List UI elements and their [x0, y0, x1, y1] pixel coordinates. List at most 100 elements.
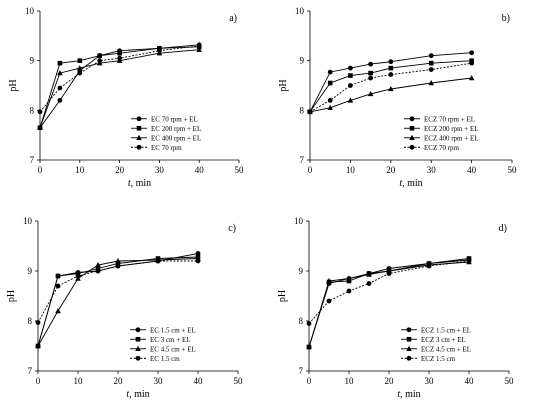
data-point	[406, 327, 412, 333]
x-axis-label: t, min	[128, 178, 151, 189]
data-point	[135, 355, 141, 361]
legend-label: EC 70 rpm + EL	[151, 115, 198, 123]
data-point	[348, 83, 353, 88]
x-tick-label: 20	[115, 165, 125, 175]
data-point	[409, 116, 415, 122]
x-tick-label: 50	[505, 376, 515, 386]
x-tick-label: 10	[345, 376, 355, 386]
data-point	[77, 58, 83, 63]
data-point	[426, 263, 432, 269]
data-point	[368, 61, 373, 67]
data-point	[117, 55, 122, 61]
data-point	[406, 355, 412, 361]
legend-item: EC 400 rpm + EL	[131, 134, 201, 142]
legend-item: ECZ 4.5 cm + EL	[401, 345, 471, 353]
data-point	[136, 144, 142, 150]
data-point	[57, 85, 63, 91]
legend-label: EC 400 rpm + EL	[151, 134, 201, 142]
legend-label: EC 70 rpm	[151, 144, 182, 152]
data-point	[195, 258, 201, 264]
data-point	[409, 134, 415, 140]
y-tick-label: 7	[299, 366, 304, 376]
data-point	[115, 261, 121, 266]
series-4	[37, 43, 202, 115]
data-point	[57, 70, 63, 76]
panel-letter: c)	[228, 223, 236, 234]
data-point	[326, 298, 332, 304]
x-tick-label: 0	[307, 376, 312, 386]
data-point	[77, 70, 83, 76]
data-point	[468, 75, 475, 81]
series-3	[307, 75, 475, 115]
legend-label: ECZ 70 rpm + EL	[424, 115, 475, 123]
legend-item: ECZ 70 rpm + EL	[404, 115, 475, 123]
y-tick-label: 9	[299, 266, 304, 276]
series-4	[35, 258, 201, 325]
x-axis-label-variable: t	[399, 178, 402, 189]
legend-label: ECZ 70 rpm	[424, 144, 460, 152]
data-point	[409, 144, 415, 150]
x-tick-label: 20	[114, 376, 124, 386]
data-point	[346, 278, 352, 284]
data-point	[37, 124, 43, 130]
legend-item: ECZ 1.5 cm + EL	[401, 326, 471, 334]
x-tick-label: 0	[308, 165, 313, 175]
y-tick-label: 9	[28, 266, 33, 276]
data-point	[469, 58, 474, 63]
y-tick-label: 10	[295, 6, 305, 16]
data-point	[466, 256, 472, 261]
data-point	[117, 50, 122, 56]
legend-item: EC 70 rpm + EL	[131, 115, 198, 123]
x-axis-label-variable: t	[128, 178, 131, 189]
data-point	[136, 116, 142, 122]
series-3	[35, 255, 201, 349]
data-point	[367, 90, 374, 97]
x-axis-label-unit: , min	[129, 389, 150, 400]
series-line	[39, 45, 200, 113]
data-point	[135, 336, 141, 342]
x-tick-label: 20	[386, 165, 396, 175]
data-point	[306, 321, 312, 326]
data-point	[326, 278, 332, 284]
y-tick-label: 8	[30, 105, 35, 115]
data-point	[196, 43, 202, 49]
data-point	[428, 67, 434, 73]
data-point	[306, 344, 312, 350]
panel-letter: b)	[502, 13, 510, 24]
data-point	[55, 283, 61, 289]
x-tick-label: 10	[346, 165, 356, 175]
chart-panel-3: 0 10 20 30 40 50 7 8 9 10 t, min pH c) EC 1.5 cm + EL…	[6, 216, 243, 400]
legend-label: EC 1.5 cm + EL	[150, 326, 196, 334]
series-4	[306, 258, 472, 326]
data-point	[348, 73, 353, 78]
data-point	[368, 70, 373, 76]
data-point	[348, 65, 353, 71]
x-axis-label: t, min	[399, 178, 422, 189]
x-axis-label: t, min	[397, 389, 420, 400]
x-tick-label: 50	[234, 376, 244, 386]
x-axis-label: t, min	[126, 389, 149, 400]
data-point	[115, 263, 121, 269]
data-point	[307, 109, 313, 115]
data-point	[388, 85, 394, 92]
y-axis-label: pH	[278, 79, 289, 91]
legend-label: EC 3 cm + EL	[150, 336, 191, 344]
data-point	[428, 60, 434, 66]
data-point	[469, 60, 474, 66]
y-tick-label: 9	[30, 56, 35, 66]
x-tick-label: 10	[74, 376, 84, 386]
x-tick-label: 30	[154, 376, 164, 386]
panel-letter: d)	[499, 223, 507, 234]
series-1	[307, 50, 474, 115]
y-tick-label: 8	[299, 316, 304, 326]
x-tick-label: 50	[235, 165, 245, 175]
data-point	[57, 60, 63, 66]
x-axis-label-unit: , min	[402, 178, 423, 189]
x-tick-label: 0	[36, 376, 41, 386]
legend-item: ECZ 70 rpm	[404, 144, 460, 152]
data-point	[388, 65, 394, 71]
